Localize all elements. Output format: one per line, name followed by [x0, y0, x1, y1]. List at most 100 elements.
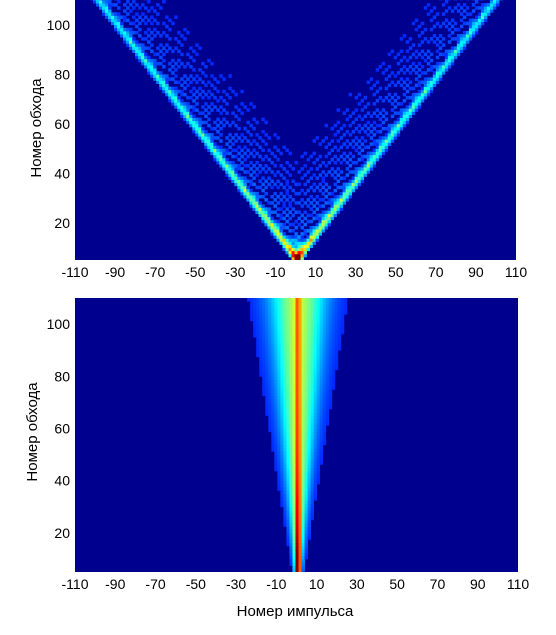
heat-cell	[219, 74, 223, 78]
heat-cell	[286, 529, 290, 534]
heat-cell	[304, 340, 308, 345]
heat-cell	[363, 105, 368, 109]
heat-cell	[216, 157, 220, 162]
heat-cell	[316, 448, 321, 452]
heat-cell	[123, 30, 127, 35]
heat-cell	[316, 376, 321, 380]
heat-cell	[280, 425, 284, 429]
heat-cell	[435, 77, 440, 81]
heat-cell	[360, 142, 365, 146]
heat-cell	[304, 421, 308, 426]
heat-cell	[271, 327, 275, 332]
heat-cell	[402, 123, 407, 128]
heat-cell	[289, 444, 293, 449]
heat-cell	[222, 117, 226, 122]
heat-cell	[274, 389, 278, 393]
heat-cell	[390, 130, 395, 134]
heat-cell	[268, 373, 272, 377]
heat-cell	[325, 353, 330, 358]
heat-cell	[105, 12, 109, 16]
heat-cell	[318, 225, 322, 230]
heat-cell	[307, 366, 311, 371]
heat-cell	[286, 395, 290, 400]
heat-cell	[111, 3, 115, 7]
heat-cell	[321, 204, 325, 208]
heat-cell	[283, 330, 287, 335]
heat-cell	[393, 83, 398, 88]
heat-cell	[438, 61, 443, 66]
heat-cell	[291, 235, 295, 239]
heat-cell	[216, 108, 220, 112]
heat-cell	[292, 395, 296, 400]
heat-cell	[262, 311, 266, 315]
heat-cell	[294, 191, 298, 196]
heat-cell	[310, 454, 315, 459]
heat-cell	[277, 448, 281, 452]
y-tick-label-bottom: 60	[54, 420, 70, 436]
heat-cell	[180, 114, 184, 119]
heat-cell	[336, 210, 340, 214]
heat-cell	[247, 298, 251, 299]
heat-cell	[274, 356, 278, 361]
heat-cell	[280, 467, 284, 472]
heat-cell	[384, 136, 389, 140]
heat-cell	[313, 467, 318, 472]
heat-cell	[292, 503, 296, 508]
x-tick-label-top: 70	[428, 264, 444, 280]
heat-cell	[262, 343, 266, 348]
heat-cell	[150, 68, 154, 72]
heat-cell	[268, 379, 272, 384]
heat-cell	[309, 201, 313, 205]
heat-cell	[249, 188, 253, 193]
heat-cell	[283, 487, 287, 491]
heat-cell	[315, 225, 319, 230]
heat-cell	[381, 120, 386, 125]
heat-cell	[387, 65, 392, 69]
heat-cell	[313, 425, 318, 429]
heat-cell	[354, 160, 359, 165]
heat-cell	[310, 353, 315, 358]
heat-cell	[319, 448, 324, 452]
heat-cell	[316, 327, 321, 332]
heat-cell	[147, 18, 151, 23]
heat-cell	[381, 148, 386, 153]
heat-cell	[304, 526, 308, 530]
heat-cell	[471, 9, 476, 13]
heat-cell	[277, 438, 281, 442]
heat-cell	[276, 213, 280, 218]
heat-cell	[277, 425, 281, 429]
heat-cell	[274, 431, 278, 436]
heat-cell	[102, 12, 106, 16]
heat-cell	[322, 343, 327, 348]
heat-cell	[117, 24, 121, 29]
heat-cell	[301, 376, 305, 380]
heat-cell	[268, 363, 272, 367]
heat-cell	[304, 435, 308, 439]
heat-cell	[276, 185, 280, 190]
heat-cell	[228, 133, 232, 137]
heat-cell	[274, 346, 278, 351]
heat-cell	[331, 376, 336, 380]
heat-cell	[304, 327, 308, 332]
heat-cell	[360, 136, 365, 140]
heat-cell	[295, 555, 299, 560]
heat-cell	[310, 421, 315, 426]
heat-cell	[312, 188, 316, 193]
heat-cell	[310, 408, 315, 413]
heat-cell	[387, 126, 392, 131]
heat-cell	[328, 350, 333, 354]
heat-cell	[159, 55, 163, 60]
heat-cell	[294, 253, 298, 258]
heat-cell	[286, 500, 290, 504]
heat-cell	[340, 301, 345, 305]
heat-cell	[298, 353, 302, 358]
heat-cell	[289, 376, 293, 380]
heat-cell	[331, 333, 336, 338]
heat-cell	[274, 379, 278, 384]
heat-cell	[274, 421, 278, 426]
heat-cell	[201, 120, 205, 125]
heat-cell	[387, 92, 392, 97]
heat-cell	[210, 92, 214, 97]
heat-cell	[285, 148, 289, 153]
heat-cell	[375, 99, 380, 103]
